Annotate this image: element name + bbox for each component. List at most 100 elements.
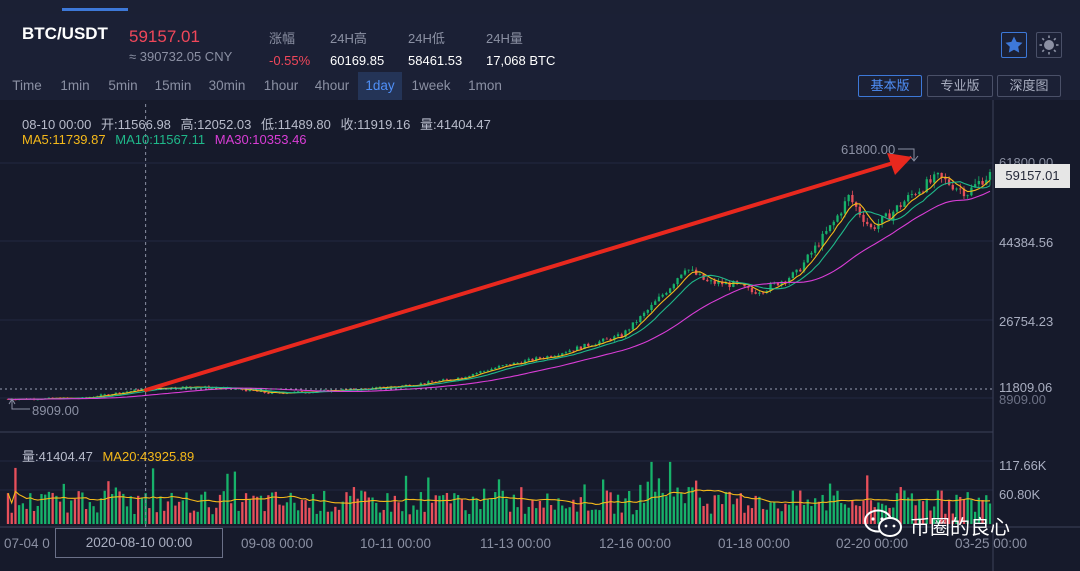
tf-30min[interactable]: 30min [208, 78, 246, 93]
candle-body-125 [471, 374, 475, 376]
volume-bar-94 [356, 498, 359, 524]
volume-bar-234 [877, 502, 880, 524]
stat-high: 24H高 60169.85 [330, 28, 384, 68]
volume-bar-183 [687, 487, 690, 524]
tf-5min[interactable]: 5min [108, 78, 138, 93]
volume-bar-61 [233, 471, 237, 524]
volume-bar-206 [773, 502, 776, 524]
candle-body-162 [609, 338, 612, 341]
volume-bar-7 [32, 510, 36, 524]
volume-bar-175 [657, 478, 661, 524]
view-depth-button[interactable]: 深度图 [997, 75, 1061, 97]
stat-volume-label: 24H量 [486, 31, 523, 46]
volume-bar-142 [535, 508, 538, 524]
volume-bar-239 [895, 493, 899, 524]
volume-axis-label-60k: 60.80K [999, 487, 1041, 502]
tf-1mon[interactable]: 1mon [468, 78, 502, 93]
volume-bar-245 [918, 499, 921, 524]
candle-body-65 [248, 389, 251, 392]
volume-bar-98 [371, 497, 374, 524]
tf-1hour[interactable]: 1hour [263, 78, 299, 93]
candle-body-71 [270, 392, 274, 394]
ticker-header: BTC/USDT 59157.01 ≈ 390732.05 CNY 涨幅 -0.… [0, 14, 1080, 72]
cny-price: ≈ 390732.05 CNY [129, 49, 233, 64]
candle-body-114 [430, 381, 434, 383]
volume-bar-75 [285, 502, 289, 524]
tf-1day[interactable]: 1day [358, 72, 402, 100]
stat-high-value: 60169.85 [330, 53, 385, 68]
candle-body-69 [263, 391, 266, 393]
volume-bar-193 [724, 491, 728, 524]
candle-body-204 [765, 290, 768, 293]
volume-bar-57 [218, 494, 222, 524]
volume-bar-218 [817, 501, 821, 524]
candle-body-129 [486, 370, 489, 372]
crosshair-date-label: 2020-08-10 00:00 [55, 528, 223, 558]
candle-body-146 [549, 356, 553, 357]
volume-bar-91 [345, 492, 348, 524]
candle-body-154 [579, 346, 582, 350]
volume-bar-64 [244, 493, 248, 524]
volume-bar-191 [717, 494, 720, 524]
volume-bar-174 [654, 491, 657, 524]
candle-body-179 [672, 284, 675, 289]
low-marker-arrow [8, 398, 16, 405]
candle-body-224 [840, 213, 843, 216]
volume-bar-195 [732, 504, 735, 524]
volume-bar-70 [267, 495, 270, 524]
ma-legend: MA5:11739.87 MA10:11567.11 MA30:10353.46 [22, 132, 307, 147]
volume-bar-200 [750, 508, 754, 524]
volume-bar-18 [73, 499, 77, 524]
stat-change-label: 涨幅 [269, 31, 296, 46]
volume-bar-45 [174, 505, 177, 524]
pair-name[interactable]: BTC/USDT [22, 24, 108, 43]
favorite-button[interactable] [1001, 32, 1027, 58]
volume-bar-69 [263, 511, 266, 524]
volume-bar-116 [438, 495, 441, 524]
candle-body-264 [988, 172, 992, 180]
x-axis-label-0704: 07-04 0 [4, 536, 50, 551]
volume-bar-173 [650, 461, 653, 524]
candle-body-243 [910, 194, 914, 196]
candle-body-225 [843, 201, 847, 214]
candle-body-221 [828, 225, 832, 232]
tf-4hour[interactable]: 4hour [314, 78, 350, 93]
volume-bar-71 [270, 492, 274, 524]
volume-bar-169 [635, 509, 638, 524]
candle-body-182 [683, 270, 687, 275]
volume-bar-26 [103, 490, 106, 524]
volume-bar-111 [419, 492, 423, 524]
tf-time[interactable]: Time [12, 78, 42, 93]
candle-body-258 [966, 195, 969, 197]
candle-body-183 [687, 269, 690, 271]
tf-15min[interactable]: 15min [154, 78, 192, 93]
tf-1min[interactable]: 1min [60, 78, 90, 93]
volume-bar-47 [181, 500, 184, 524]
candle-body-252 [944, 177, 947, 180]
volume-bar-1 [10, 512, 13, 524]
candle-body-123 [464, 376, 467, 379]
candle-body-137 [516, 362, 519, 364]
volume-bar-253 [947, 499, 951, 524]
candle-body-229 [858, 206, 861, 215]
candle-body-237 [888, 213, 891, 220]
candle-body-147 [553, 355, 556, 357]
view-pro-button[interactable]: 专业版 [927, 75, 993, 97]
volume-bar-204 [765, 509, 768, 524]
view-basic-button[interactable]: 基本版 [858, 75, 922, 97]
tf-1week[interactable]: 1week [411, 78, 451, 93]
volume-bar-14 [58, 501, 62, 524]
volume-bar-123 [464, 510, 467, 524]
volume-bar-38 [148, 508, 151, 524]
x-axis-label-0220: 02-20 00:00 [836, 536, 909, 551]
volume-bar-93 [352, 487, 356, 524]
candle-body-250 [936, 172, 940, 175]
candle-body-35 [137, 389, 140, 391]
volume-bar-217 [814, 498, 817, 524]
volume-bar-140 [527, 506, 530, 524]
theme-toggle-button[interactable] [1036, 32, 1062, 58]
volume-bar-252 [944, 513, 947, 524]
volume-bar-209 [784, 503, 787, 524]
volume-bar-68 [259, 495, 263, 524]
